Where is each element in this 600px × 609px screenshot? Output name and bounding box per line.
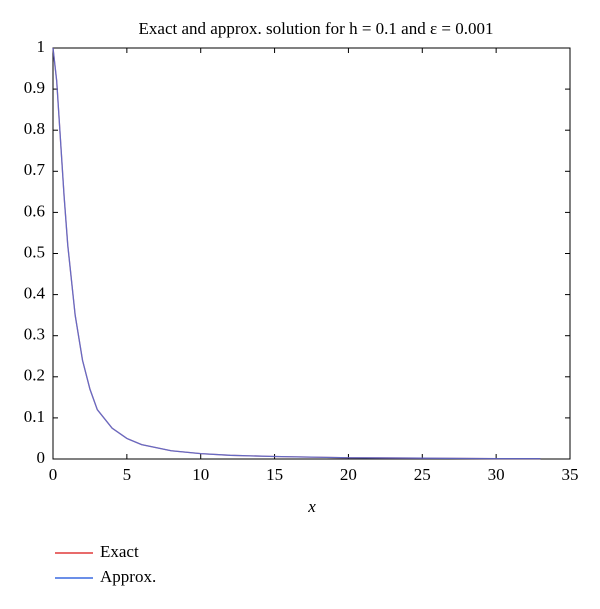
y-tick-label: 0.2 — [24, 366, 45, 385]
plot-frame — [52, 47, 571, 460]
x-tick-label: 30 — [488, 465, 505, 484]
legend-label: Approx. — [100, 567, 156, 586]
y-tick-label: 0.6 — [24, 201, 45, 220]
chart-title: Exact and approx. solution for h = 0.1 a… — [139, 19, 494, 38]
series-line — [52, 47, 541, 460]
x-tick-label: 10 — [192, 465, 209, 484]
y-tick-label: 1 — [37, 37, 46, 56]
y-tick-label: 0.3 — [24, 325, 45, 344]
x-tick-label: 35 — [562, 465, 579, 484]
series-line — [52, 47, 541, 460]
x-tick-label: 15 — [266, 465, 283, 484]
x-tick-label: 5 — [123, 465, 132, 484]
y-tick-label: 0.5 — [24, 242, 45, 261]
y-tick-label: 0.9 — [24, 78, 45, 97]
x-tick-label: 0 — [49, 465, 58, 484]
y-tick-label: 0.1 — [24, 407, 45, 426]
y-tick-label: 0.8 — [24, 119, 45, 138]
legend-label: Exact — [100, 542, 139, 561]
x-tick-label: 20 — [340, 465, 357, 484]
x-axis-label: x — [307, 497, 316, 516]
y-tick-label: 0 — [37, 448, 46, 467]
y-tick-label: 0.7 — [24, 160, 46, 179]
x-tick-label: 25 — [414, 465, 431, 484]
y-tick-label: 0.4 — [24, 284, 46, 303]
